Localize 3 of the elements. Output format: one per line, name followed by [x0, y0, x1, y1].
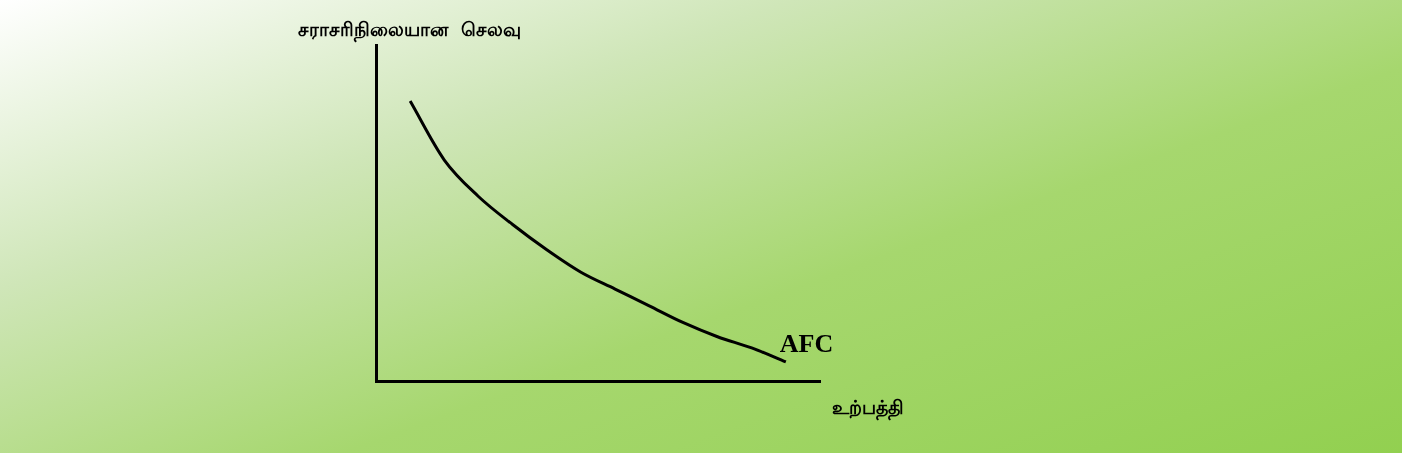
- x-axis-title: உற்பத்தி: [832, 396, 904, 421]
- y-axis-title: சராசரிநிலையான செலவு: [298, 18, 522, 43]
- series-label: AFC: [779, 328, 834, 358]
